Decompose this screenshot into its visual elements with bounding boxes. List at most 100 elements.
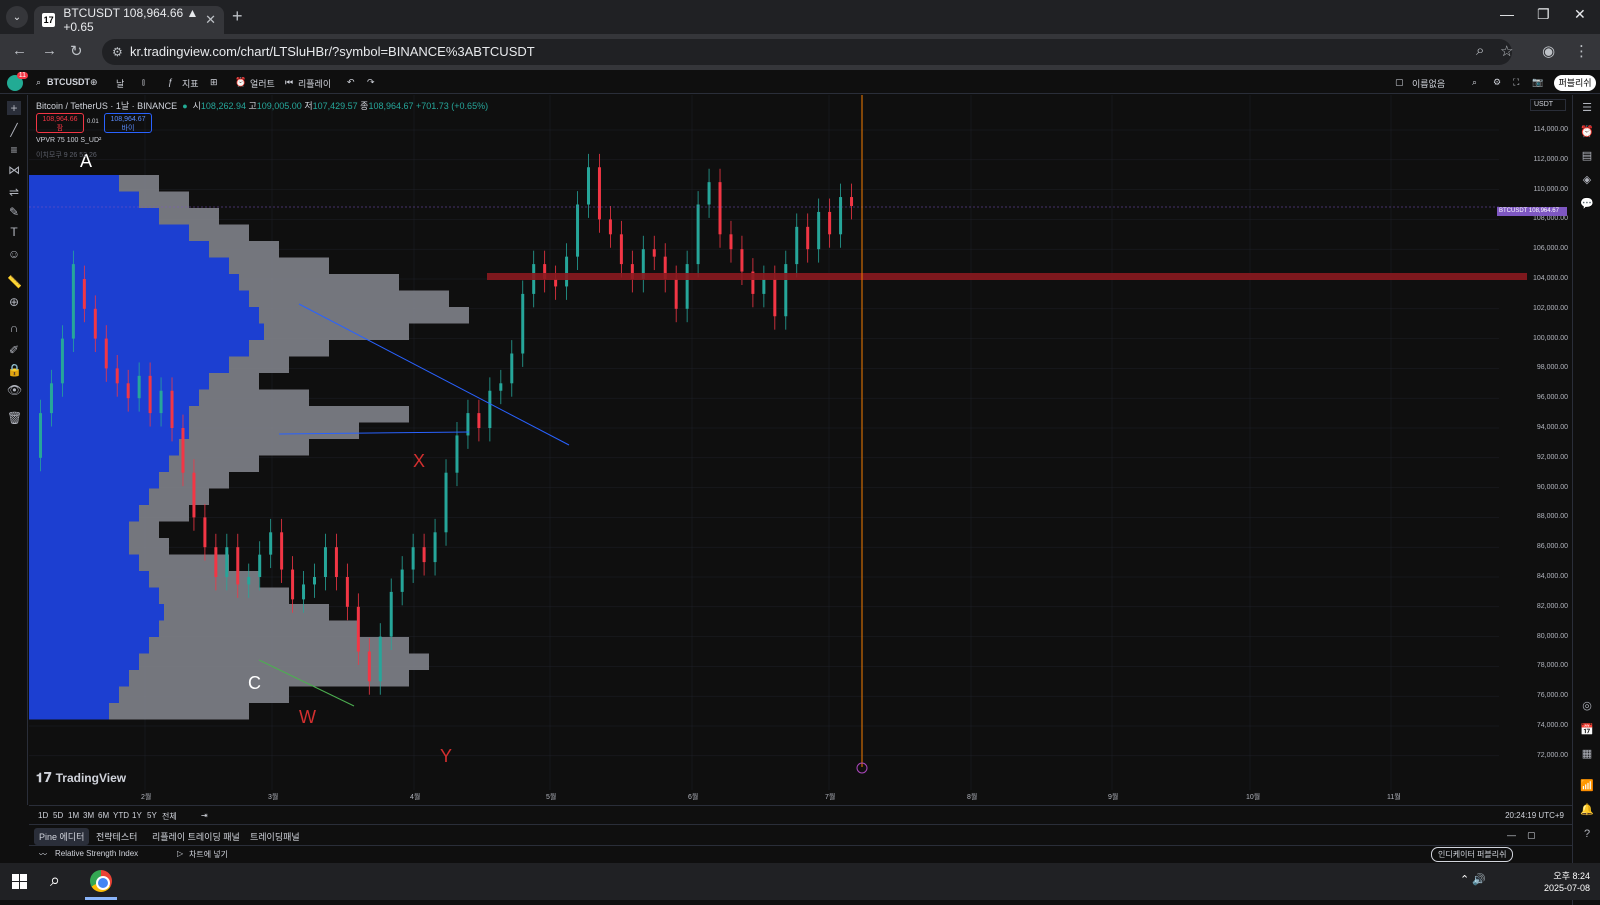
forward-icon[interactable]: → bbox=[42, 42, 57, 59]
close-window-icon[interactable]: ✕ bbox=[1574, 6, 1586, 22]
symbol-button[interactable]: BTCUSDT bbox=[47, 77, 90, 87]
range-button[interactable]: 3M bbox=[83, 811, 95, 820]
undo-icon[interactable]: ↶ bbox=[347, 77, 355, 87]
time-axis[interactable]: 2월 3월 4월 5월 6월 7월 8월 9월 10월 11월 bbox=[29, 790, 1572, 804]
symbol-legend[interactable]: Bitcoin / TetherUS · 1날 · BINANCE ● 시108… bbox=[36, 99, 488, 112]
publish-indicator-button[interactable]: 인디케이터 퍼블리쉬 bbox=[1431, 847, 1514, 862]
brush-icon[interactable]: ✎ bbox=[8, 205, 20, 219]
add-to-chart-button[interactable]: 차트에 넣기 bbox=[189, 850, 229, 859]
redo-icon[interactable]: ↷ bbox=[367, 77, 375, 87]
range-button[interactable]: 1Y bbox=[132, 811, 142, 820]
site-info-icon[interactable]: ⚙ bbox=[112, 45, 123, 59]
add-symbol-icon[interactable]: ⊕ bbox=[90, 77, 98, 87]
vpvr-indicator-label[interactable]: VPVR 75 100 S_UD² bbox=[36, 137, 102, 144]
indicators-button[interactable]: 지표 bbox=[182, 79, 199, 89]
text-icon[interactable]: T bbox=[10, 225, 18, 239]
system-clock[interactable]: 오후 8:24 2025-07-08 bbox=[1490, 870, 1590, 894]
crosshair-icon[interactable]: + bbox=[7, 101, 21, 115]
settings-icon[interactable]: ⚙ bbox=[1493, 77, 1502, 87]
layers-icon[interactable]: ◈ bbox=[1582, 174, 1592, 186]
browser-tab[interactable]: 17 BTCUSDT 108,964.66 ▲ +0.65 ✕ bbox=[34, 6, 224, 34]
alerts-icon[interactable]: ⏰ bbox=[1580, 126, 1594, 138]
chart-toolbar: 11 ⌕ BTCUSDT ⊕ 날 ⫾ ƒ 지표 ⊞ ⏰ 얼러트 ⏮ 리플레이 ↶… bbox=[0, 72, 1600, 94]
interval-button[interactable]: 날 bbox=[116, 79, 125, 89]
fullscreen-icon[interactable]: ⛶ bbox=[1513, 77, 1520, 87]
user-menu-button[interactable]: 11 bbox=[7, 72, 28, 91]
price-chart[interactable]: A C W X Y bbox=[29, 95, 1572, 805]
range-button[interactable]: 1D bbox=[38, 811, 49, 820]
alert-button[interactable]: 얼러트 bbox=[250, 79, 275, 89]
help-icon[interactable]: ? bbox=[1583, 828, 1591, 840]
replay-icon[interactable]: ⏮ bbox=[285, 77, 294, 87]
ichimoku-indicator-label[interactable]: 이치모쿠 9 26 52 26 bbox=[36, 152, 97, 159]
new-tab-button[interactable]: + bbox=[232, 6, 243, 26]
signal-icon[interactable]: 📶 bbox=[1580, 780, 1594, 792]
script-name[interactable]: Relative Strength Index bbox=[55, 849, 139, 858]
alert-icon[interactable]: ⏰ bbox=[235, 77, 247, 87]
ruler-icon[interactable]: 📏 bbox=[7, 275, 22, 289]
buy-button[interactable]: 108,964.67 바이 bbox=[104, 113, 152, 133]
chrome-icon[interactable] bbox=[90, 870, 112, 892]
tab-replay-trading[interactable]: 리플레이 트레이딩 패널 bbox=[152, 832, 240, 842]
close-tab-icon[interactable]: ✕ bbox=[205, 12, 216, 27]
currency-select[interactable]: USDT bbox=[1530, 99, 1566, 111]
back-icon[interactable]: ← bbox=[12, 42, 27, 59]
lock-icon[interactable]: 🔒 bbox=[7, 363, 22, 377]
snapshot-icon[interactable]: 📷 bbox=[1532, 77, 1544, 87]
restore-icon[interactable]: ❐ bbox=[1537, 6, 1550, 22]
reload-icon[interactable]: ↻ bbox=[70, 43, 83, 60]
chat-icon[interactable]: 💬 bbox=[1580, 198, 1594, 210]
target-icon[interactable]: ◎ bbox=[1582, 700, 1592, 712]
tab-strategy-tester[interactable]: 전략테스터 bbox=[96, 832, 138, 842]
browser-menu-icon[interactable]: ⋮ bbox=[1574, 43, 1589, 60]
bell-icon[interactable]: 🔔 bbox=[1580, 804, 1594, 816]
range-button[interactable]: 5D bbox=[53, 811, 64, 820]
quick-search-icon[interactable]: ⌕ bbox=[1472, 77, 1478, 87]
maximize-icon[interactable]: ▢ bbox=[1527, 830, 1536, 840]
range-button[interactable]: 5Y bbox=[147, 811, 157, 820]
news-icon[interactable]: ▤ bbox=[1581, 150, 1593, 162]
zoom-icon[interactable]: ⌕ bbox=[1476, 42, 1485, 59]
play-icon[interactable]: ▷ bbox=[177, 849, 184, 858]
range-button[interactable]: 전체 bbox=[162, 812, 177, 821]
bookmark-star-icon[interactable]: ☆ bbox=[1500, 43, 1514, 60]
fullscreen-box-icon[interactable]: ▢ bbox=[1395, 77, 1404, 87]
prediction-icon[interactable]: ⇌ bbox=[8, 185, 20, 199]
apps-icon[interactable]: ▦ bbox=[1581, 748, 1593, 760]
date-range-calendar-icon[interactable]: ⇥ bbox=[201, 811, 208, 820]
tab-trading-panel[interactable]: 트레이딩패널 bbox=[250, 832, 300, 842]
eye-icon[interactable]: 👁 bbox=[7, 383, 23, 397]
fib-icon[interactable]: ≡ bbox=[10, 143, 18, 157]
collapse-icon[interactable]: — bbox=[1507, 830, 1516, 840]
replay-button[interactable]: 리플레이 bbox=[298, 79, 332, 89]
indicators-icon[interactable]: ƒ bbox=[168, 77, 174, 87]
publish-button[interactable]: 퍼블리쉬 bbox=[1554, 75, 1596, 91]
calendar-icon[interactable]: 📅 bbox=[1580, 724, 1594, 736]
windows-start-icon[interactable] bbox=[12, 874, 27, 889]
templates-icon[interactable]: ⊞ bbox=[210, 77, 218, 87]
profile-icon[interactable]: ◉ bbox=[1542, 43, 1556, 60]
magnet-icon[interactable]: ∩ bbox=[9, 321, 19, 335]
trash-icon[interactable]: 🗑 bbox=[7, 411, 23, 425]
zoom-in-icon[interactable]: ⊕ bbox=[8, 295, 20, 309]
minimize-icon[interactable]: — bbox=[1500, 6, 1514, 22]
lock-drawing-icon[interactable]: ✐ bbox=[8, 343, 20, 357]
layout-name[interactable]: 이름없음 bbox=[1412, 79, 1446, 89]
trend-line-icon[interactable]: ╱ bbox=[10, 123, 18, 137]
range-button[interactable]: 1M bbox=[68, 811, 80, 820]
range-button[interactable]: YTD bbox=[113, 811, 129, 820]
watchlist-icon[interactable]: ☰ bbox=[1582, 102, 1592, 114]
address-bar[interactable]: ⚙ kr.tradingview.com/chart/LTSluHBr/?sym… bbox=[102, 39, 1512, 65]
tab-pine-editor[interactable]: Pine 에디터 bbox=[34, 828, 90, 845]
range-button[interactable]: 6M bbox=[98, 811, 110, 820]
sell-button[interactable]: 108,964.66 팜 bbox=[36, 113, 84, 133]
emoji-icon[interactable]: ☺ bbox=[7, 247, 21, 261]
clock[interactable]: 20:24:19 UTC+9 bbox=[1505, 811, 1564, 820]
chart-type-icon[interactable]: ⫾ bbox=[142, 77, 145, 87]
pattern-icon[interactable]: ⋈ bbox=[8, 163, 20, 177]
search-icon[interactable]: ⌕ bbox=[50, 870, 61, 890]
symbol-search-icon[interactable]: ⌕ bbox=[36, 77, 42, 87]
tab-search-button[interactable]: ⌄ bbox=[6, 6, 28, 28]
price-axis[interactable]: 114,000.00 112,000.00 110,000.00 108,000.00… bbox=[1500, 95, 1572, 795]
tray-icons[interactable]: ⌃ 🔊 bbox=[1460, 874, 1486, 886]
